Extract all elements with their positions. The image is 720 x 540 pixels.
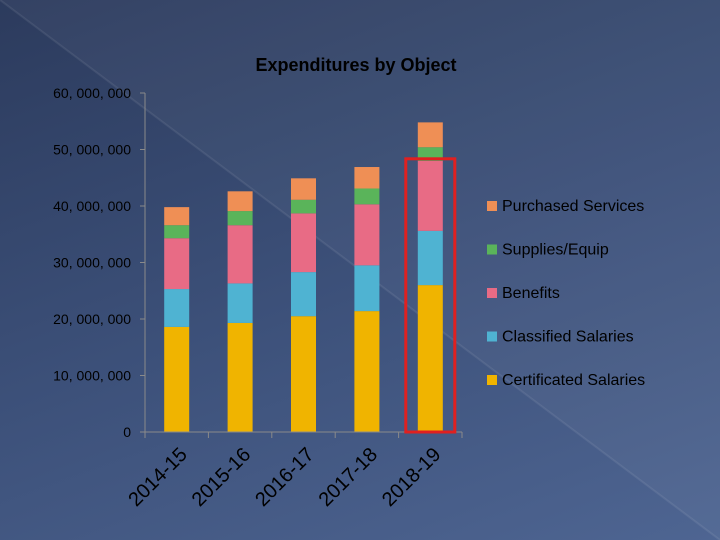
bar-segment [164,207,190,226]
bar-segment [164,238,190,290]
bar-segment [354,167,380,189]
bar-segment [291,178,316,200]
highlight-box [404,157,457,434]
bar-segment [291,213,316,273]
bar-segment [227,322,253,432]
y-tick-label: 50, 000, 000 [53,142,131,158]
bar-segment [227,211,253,226]
bar-segment [227,225,253,284]
x-tick-label: 2014-15 [124,444,191,511]
bar-segment [417,285,443,432]
legend-swatch [487,331,497,342]
bar-segment [227,283,253,323]
bar-segment [291,272,316,317]
bar-segment [164,225,190,239]
legend-swatch [487,201,497,211]
y-tick-label: 10, 000, 000 [53,368,131,384]
legend-label: Supplies/Equip [502,242,609,259]
bar-segment [354,265,380,312]
y-tick-label: 20, 000, 000 [53,311,131,327]
bar-segment [227,191,253,212]
bar-segment [291,316,316,432]
bar-segment [417,160,443,231]
legend-label: Benefits [502,285,560,302]
x-tick-label: 2015-16 [188,444,255,511]
legend-label: Certificated Salaries [502,372,645,389]
bar-segment [417,122,443,148]
y-tick-label: 40, 000, 000 [53,198,131,214]
bar-segment [417,230,443,286]
y-tick-label: 60, 000, 000 [53,85,131,101]
bar-segment [164,326,190,432]
legend-swatch [487,288,497,298]
x-tick-label: 2016-17 [251,444,318,511]
legend-swatch [487,244,497,255]
x-tick-label: 2017-18 [315,444,382,511]
chart-title: Expenditures by Object [255,55,456,75]
x-tick-label: 2018-19 [378,444,445,511]
legend-label: Classified Salaries [502,329,634,346]
y-tick-label: 0 [123,424,131,440]
bar-segment [164,289,190,327]
y-tick-label: 30, 000, 000 [53,255,131,271]
legend-swatch [487,375,497,385]
legend: Purchased Services Supplies/Equip Benefits… [487,198,645,389]
y-axis: 0 10, 000, 000 20, 000, 000 30, 000, 000 40,… [53,85,146,440]
legend-label: Purchased Services [502,198,644,215]
bar-segment [354,204,380,266]
bar-segment [354,311,380,432]
bars [164,122,443,432]
highlight-rect [404,157,457,434]
bar-segment [354,188,380,205]
bar-segment [291,199,316,214]
